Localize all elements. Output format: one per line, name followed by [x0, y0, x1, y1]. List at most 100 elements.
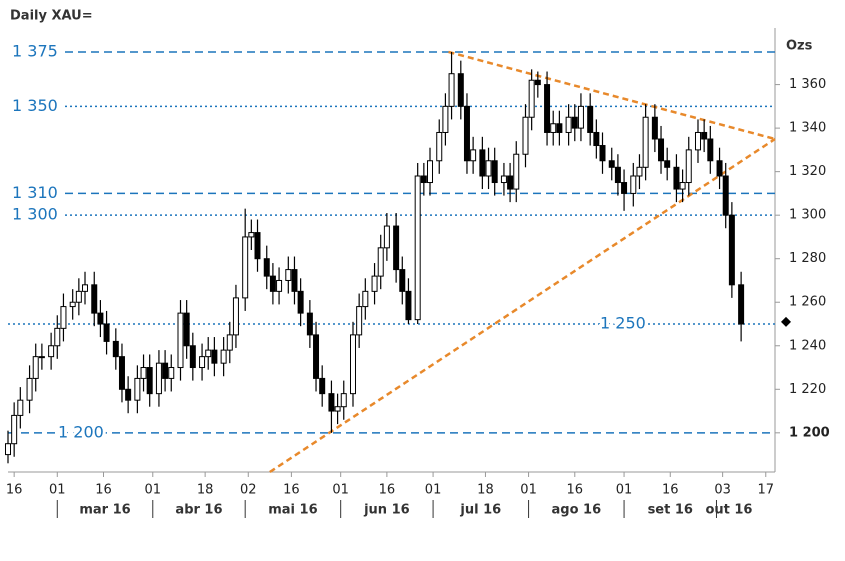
x-tick-label: 16	[283, 483, 300, 498]
candle-body	[658, 138, 665, 162]
candle-body	[707, 138, 714, 162]
y-tick-label: 1 260	[789, 295, 826, 310]
candle-body	[328, 393, 335, 412]
candle-body	[500, 175, 507, 184]
candle-body	[383, 225, 390, 249]
candle-body	[168, 367, 175, 379]
candle-body	[32, 356, 39, 379]
candle-body	[621, 182, 628, 194]
candle-body	[528, 79, 535, 118]
candle-body	[534, 79, 541, 86]
x-tick-label: 16	[567, 483, 584, 498]
candle-body	[263, 258, 270, 277]
trendline	[269, 137, 776, 474]
candle-body	[69, 301, 76, 308]
candle-body	[470, 149, 477, 162]
candle-body	[226, 334, 233, 351]
candle-body	[349, 334, 356, 395]
candle-body	[11, 414, 18, 445]
candle-body	[377, 247, 384, 277]
x-tick-label: 01	[145, 483, 162, 498]
month-label: ago 16	[551, 503, 601, 518]
candle-body	[544, 84, 551, 133]
candle-body	[420, 175, 427, 184]
candle-body	[242, 236, 249, 299]
candle-body	[118, 356, 125, 390]
candle-body	[608, 160, 615, 168]
candle-body	[155, 362, 162, 395]
candle-body	[291, 269, 298, 292]
candle-body	[550, 123, 557, 133]
month-label: mai 16	[268, 503, 317, 518]
candle-body	[457, 73, 464, 107]
candle-body	[577, 105, 584, 129]
candle-body	[48, 345, 55, 358]
candle-body	[614, 166, 621, 184]
candle-body	[673, 166, 680, 190]
candle-body	[112, 340, 119, 358]
x-tick-label: 16	[662, 483, 679, 498]
candle-body	[211, 349, 218, 364]
month-label: set 16	[648, 503, 693, 518]
candle-body	[694, 131, 701, 151]
candle-body	[103, 323, 110, 342]
candle-body	[97, 312, 104, 325]
y-tick-label: 1 300	[789, 208, 826, 223]
month-label: out 16	[705, 503, 752, 518]
candle-body	[276, 279, 283, 292]
candle-body	[679, 182, 686, 190]
candle-body	[220, 349, 227, 364]
candle-body	[599, 145, 606, 162]
candle-body	[162, 362, 169, 379]
candle-body	[297, 290, 304, 314]
candle-body	[399, 269, 406, 292]
month-label: abr 16	[175, 503, 222, 518]
candle-body	[716, 160, 723, 177]
candle-body	[189, 345, 196, 369]
candle-body	[177, 312, 184, 369]
y-axis-label: Ozs	[786, 39, 813, 54]
y-tick-label: 1 220	[789, 382, 826, 397]
candle-body	[199, 356, 206, 369]
level-label: 1 375	[12, 41, 58, 60]
candle-body	[334, 406, 341, 412]
candle-body	[134, 377, 141, 401]
month-label: jul 16	[459, 503, 501, 518]
level-label: 1 310	[12, 183, 58, 202]
y-tick-label: 1 360	[789, 77, 826, 92]
candle-body	[522, 116, 529, 155]
x-tick-label: 16	[379, 483, 396, 498]
candle-body	[463, 105, 470, 162]
candle-body	[513, 153, 520, 190]
x-tick-label: 01	[425, 483, 442, 498]
candle-body	[183, 312, 190, 347]
x-tick-label: 16	[6, 483, 23, 498]
x-tick-label: 18	[197, 483, 214, 498]
candle-body	[356, 306, 363, 336]
level-label: 1 300	[12, 205, 58, 224]
candle-body	[738, 284, 745, 325]
candle-body	[26, 377, 33, 401]
x-tick-label: 03	[714, 483, 731, 498]
last-price-marker	[781, 316, 791, 327]
candle-body	[479, 149, 486, 177]
candle-body	[319, 377, 326, 395]
candle-body	[728, 214, 735, 286]
candle-body	[685, 149, 692, 184]
candle-body	[17, 399, 24, 416]
y-tick-label: 1 340	[789, 121, 826, 136]
candle-body	[393, 225, 400, 271]
level-label: 1 200	[58, 422, 104, 441]
y-tick-label: 1 240	[789, 338, 826, 353]
x-tick-label: 01	[616, 483, 633, 498]
candle-body	[491, 160, 498, 184]
candle-body	[232, 297, 239, 336]
candle-body	[91, 284, 98, 314]
candle-body	[269, 275, 276, 292]
candle-body	[38, 356, 45, 359]
candle-body	[485, 160, 492, 177]
candle-body	[507, 175, 514, 190]
candle-body	[60, 306, 67, 329]
x-tick-label: 01	[520, 483, 537, 498]
